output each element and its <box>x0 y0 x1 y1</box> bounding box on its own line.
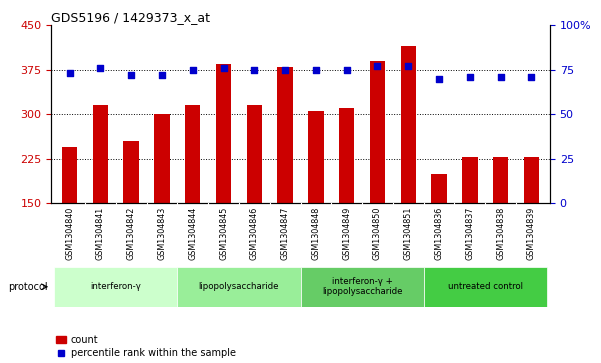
Text: interferon-γ: interferon-γ <box>90 282 141 291</box>
Point <box>435 76 444 82</box>
Text: lipopolysaccharide: lipopolysaccharide <box>199 282 279 291</box>
Bar <box>462 157 478 292</box>
Text: GSM1304837: GSM1304837 <box>465 207 474 260</box>
Text: GSM1304840: GSM1304840 <box>65 207 74 260</box>
Point <box>465 74 475 80</box>
Point <box>219 65 228 71</box>
Point <box>373 64 382 69</box>
Point <box>280 67 290 73</box>
Text: GSM1304846: GSM1304846 <box>250 207 259 260</box>
Bar <box>401 46 416 292</box>
Bar <box>432 174 447 292</box>
Bar <box>339 109 355 292</box>
Text: GSM1304851: GSM1304851 <box>404 207 413 260</box>
Text: GSM1304836: GSM1304836 <box>435 207 444 260</box>
Bar <box>177 267 300 307</box>
Text: untreated control: untreated control <box>448 282 523 291</box>
Bar <box>493 157 508 292</box>
Point <box>188 67 198 73</box>
Bar <box>154 114 169 292</box>
Text: interferon-γ +
lipopolysaccharide: interferon-γ + lipopolysaccharide <box>322 277 402 297</box>
Point <box>249 67 259 73</box>
Text: GSM1304838: GSM1304838 <box>496 207 505 260</box>
Text: GSM1304842: GSM1304842 <box>127 207 136 260</box>
Bar <box>54 267 177 307</box>
Bar <box>185 105 200 292</box>
Point <box>96 65 105 71</box>
Point <box>311 67 321 73</box>
Point <box>342 67 352 73</box>
Point <box>526 74 536 80</box>
Bar <box>300 267 424 307</box>
Bar <box>308 111 323 292</box>
Point <box>157 72 166 78</box>
Text: GSM1304848: GSM1304848 <box>311 207 320 260</box>
Text: GSM1304843: GSM1304843 <box>157 207 166 260</box>
Bar <box>123 141 139 292</box>
Text: GDS5196 / 1429373_x_at: GDS5196 / 1429373_x_at <box>51 11 210 24</box>
Point <box>496 74 505 80</box>
Bar <box>93 105 108 292</box>
Bar <box>246 105 262 292</box>
Text: GSM1304845: GSM1304845 <box>219 207 228 260</box>
Text: GSM1304847: GSM1304847 <box>281 207 290 260</box>
Text: GSM1304844: GSM1304844 <box>188 207 197 260</box>
Text: protocol: protocol <box>8 282 48 292</box>
Bar <box>62 147 78 292</box>
Point <box>65 70 75 76</box>
Text: GSM1304850: GSM1304850 <box>373 207 382 260</box>
Text: GSM1304841: GSM1304841 <box>96 207 105 260</box>
Bar <box>424 267 547 307</box>
Point <box>126 72 136 78</box>
Legend: count, percentile rank within the sample: count, percentile rank within the sample <box>56 335 236 358</box>
Bar <box>216 64 231 292</box>
Point <box>403 64 413 69</box>
Bar <box>523 157 539 292</box>
Text: GSM1304839: GSM1304839 <box>527 207 536 260</box>
Text: GSM1304849: GSM1304849 <box>342 207 351 260</box>
Bar <box>278 67 293 292</box>
Bar <box>370 61 385 292</box>
